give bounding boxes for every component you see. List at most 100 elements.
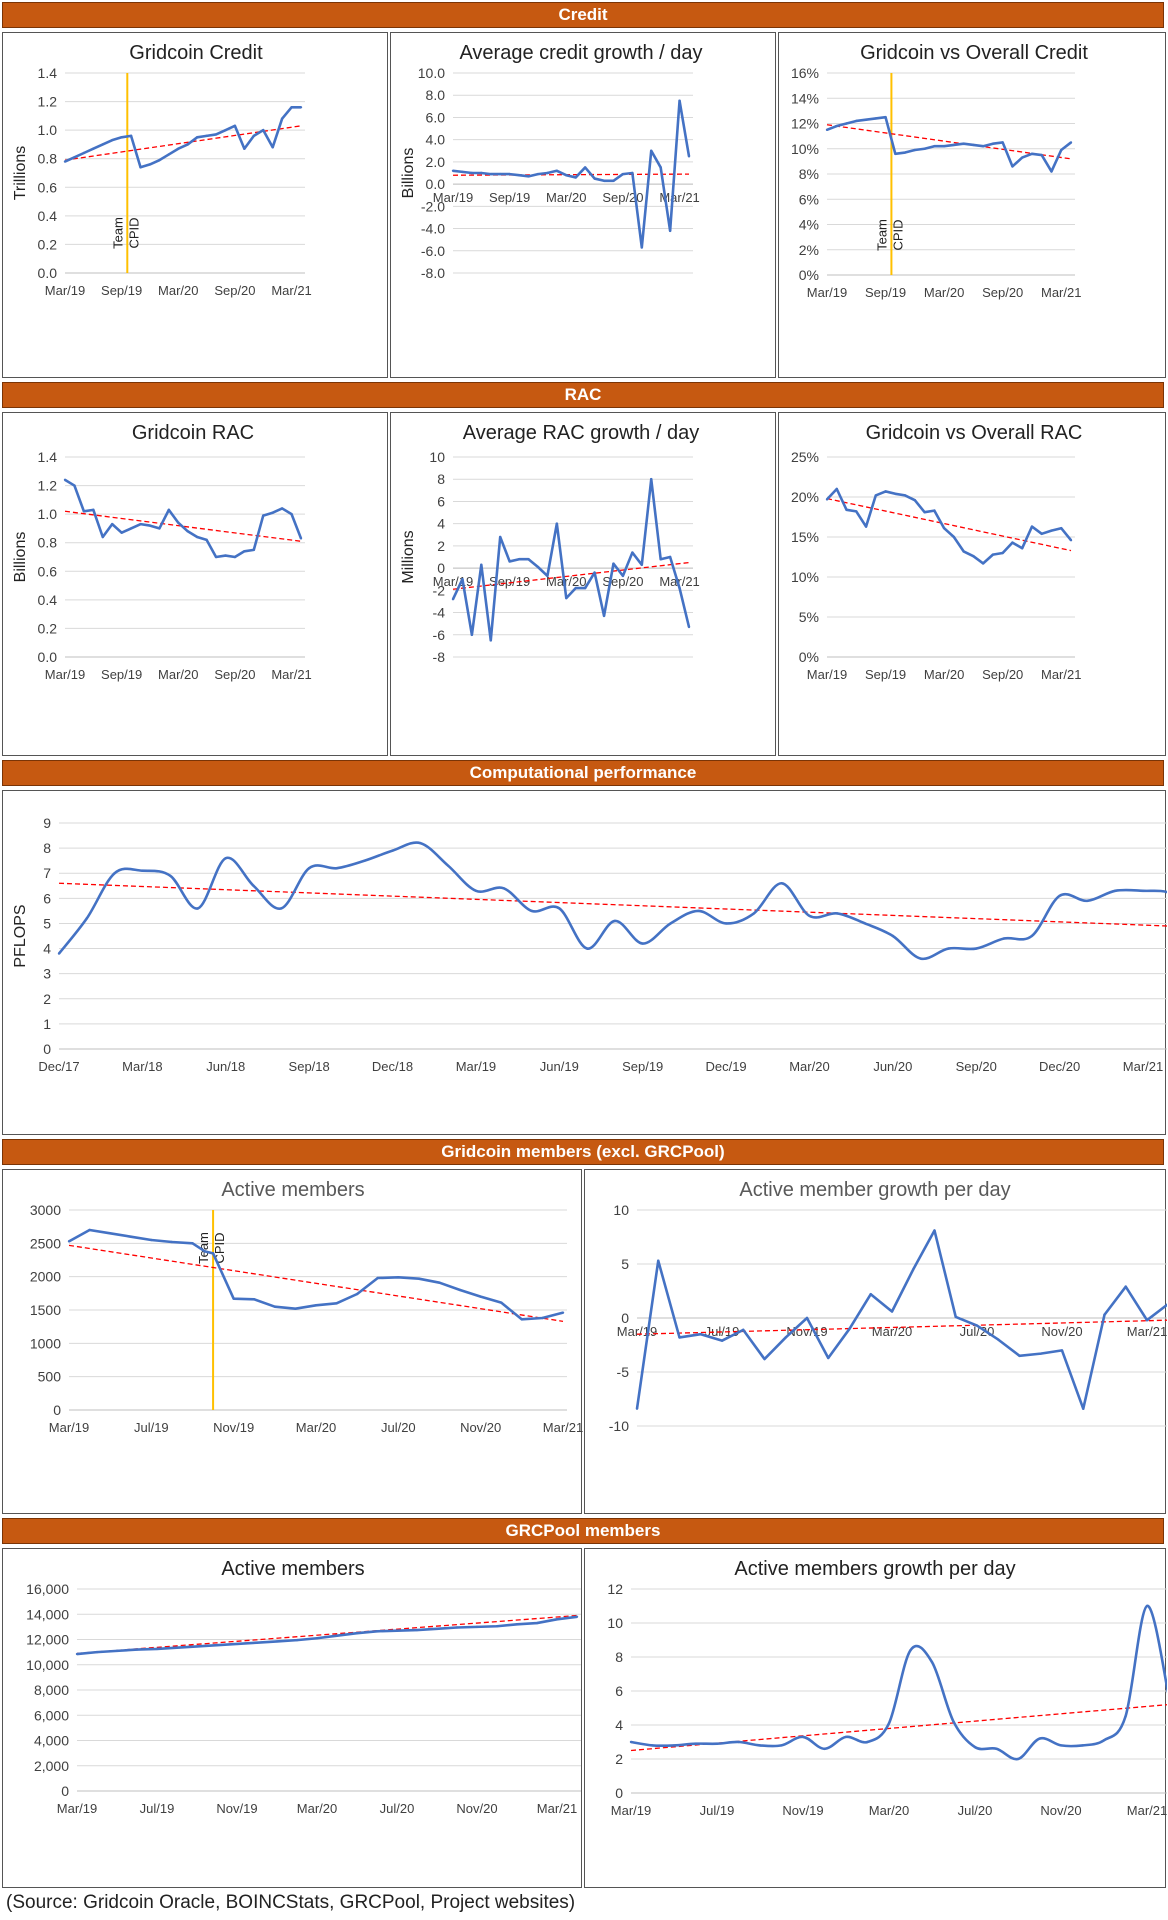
data-point — [170, 1240, 174, 1244]
data-point — [672, 1744, 676, 1747]
chart-title: Gridcoin vs Overall Credit — [860, 42, 1088, 64]
data-point — [952, 535, 956, 539]
data-point — [933, 509, 936, 512]
data-point — [253, 1298, 256, 1301]
x-tick-label: Mar/21 — [1041, 667, 1081, 682]
x-tick-label: Sep/19 — [101, 283, 142, 298]
data-point — [233, 124, 237, 128]
data-point — [763, 1357, 766, 1361]
data-point — [280, 117, 284, 120]
marker-label-team: Team — [110, 217, 125, 249]
y-tick-label: -10 — [609, 1418, 629, 1434]
x-tick-label: Mar/18 — [122, 1059, 162, 1074]
data-point — [235, 1642, 239, 1646]
chart-panel-pool-members: 0 2,000 4,000 6,000 8,000 10,000 12,000 14,000 1… — [2, 1548, 582, 1888]
data-point — [952, 1720, 955, 1723]
data-point — [355, 1292, 359, 1296]
y-tick-label: 10 — [607, 1615, 623, 1631]
x-tick-label: Sep/20 — [214, 283, 255, 298]
y-tick-label: 8,000 — [34, 1682, 69, 1698]
section-header-credit: Credit — [2, 2, 1164, 28]
data-point — [1040, 532, 1043, 535]
data-point — [602, 614, 606, 618]
data-point — [101, 143, 104, 146]
data-point — [177, 521, 180, 524]
x-tick-label: Dec/18 — [372, 1059, 413, 1074]
y-axis-label: Billions — [400, 148, 417, 199]
data-point — [139, 522, 142, 526]
data-point — [417, 1277, 421, 1280]
data-point — [808, 914, 811, 918]
data-point — [214, 133, 218, 136]
y-tick-label: 0% — [799, 649, 819, 665]
data-point — [555, 1618, 559, 1621]
y-tick-label: 0 — [437, 560, 445, 576]
x-tick-label: Mar/21 — [1123, 1059, 1163, 1074]
data-point — [205, 134, 208, 138]
y-tick-label: 8 — [615, 1649, 623, 1665]
data-point — [737, 1740, 740, 1744]
y-tick-label: 1500 — [30, 1302, 61, 1318]
data-point — [835, 487, 838, 491]
x-tick-label: Mar/19 — [456, 1059, 496, 1074]
x-tick-label: Jun/20 — [873, 1059, 912, 1074]
data-point — [844, 1735, 848, 1739]
x-tick-label: Mar/20 — [297, 1801, 337, 1816]
y-tick-label: 4 — [615, 1717, 623, 1733]
section-header-rac: RAC — [2, 382, 1164, 408]
x-tick-label: Jul/20 — [381, 1420, 416, 1435]
data-point — [913, 499, 917, 502]
data-point — [255, 1641, 259, 1644]
data-point — [63, 478, 67, 482]
trend-line — [76, 1614, 578, 1655]
data-point — [290, 106, 293, 109]
data-point — [855, 510, 858, 513]
rac-share-chart: 0% 5% 10% 15% 20% 25% Mar/19 Sep/19 Mar/20 Sep/20… — [791, 422, 1082, 682]
y-tick-label: 0.4 — [38, 208, 58, 224]
data-point — [129, 1235, 132, 1238]
y-tick-label: 4% — [799, 217, 819, 233]
data-point — [1021, 156, 1024, 159]
data-point — [1059, 1744, 1063, 1747]
y-tick-label: 2 — [43, 991, 51, 1007]
data-point — [1060, 148, 1063, 152]
series-line — [68, 1228, 564, 1321]
x-tick-label: Mar/20 — [924, 285, 964, 300]
data-point — [640, 246, 643, 249]
data-point — [650, 478, 653, 481]
trend-line — [826, 124, 1072, 160]
data-point — [694, 1742, 697, 1745]
data-point — [195, 535, 199, 539]
marker-label-cpid: CPID — [126, 217, 141, 248]
y-tick-label: -5 — [617, 1364, 630, 1380]
series-line — [826, 115, 1072, 173]
data-point — [805, 1316, 809, 1320]
x-tick-label: Sep/19 — [865, 667, 906, 682]
data-point — [715, 1742, 719, 1745]
data-point — [1060, 527, 1063, 530]
data-point — [1141, 889, 1145, 892]
data-point — [863, 922, 867, 925]
y-tick-label: 1.4 — [38, 449, 58, 465]
y-tick-label: 0.4 — [38, 592, 58, 608]
data-point — [991, 553, 995, 556]
data-point — [150, 1238, 153, 1242]
data-point — [890, 1310, 894, 1313]
y-tick-label: 0.0 — [38, 265, 58, 281]
y-tick-label: 4.0 — [426, 132, 446, 148]
x-tick-label: Nov/19 — [782, 1803, 823, 1818]
data-point — [295, 1638, 299, 1642]
data-point — [1001, 141, 1004, 144]
x-tick-label: Mar/21 — [271, 667, 311, 682]
data-point — [631, 551, 634, 554]
data-point — [495, 1625, 499, 1628]
data-point — [1069, 141, 1073, 144]
data-point — [555, 522, 559, 525]
data-point — [784, 1336, 787, 1339]
data-point — [1011, 165, 1014, 168]
data-point — [451, 598, 455, 601]
data-point — [271, 511, 274, 514]
data-point — [1081, 1744, 1084, 1747]
data-point — [1030, 152, 1034, 155]
trend-line — [68, 1244, 564, 1322]
